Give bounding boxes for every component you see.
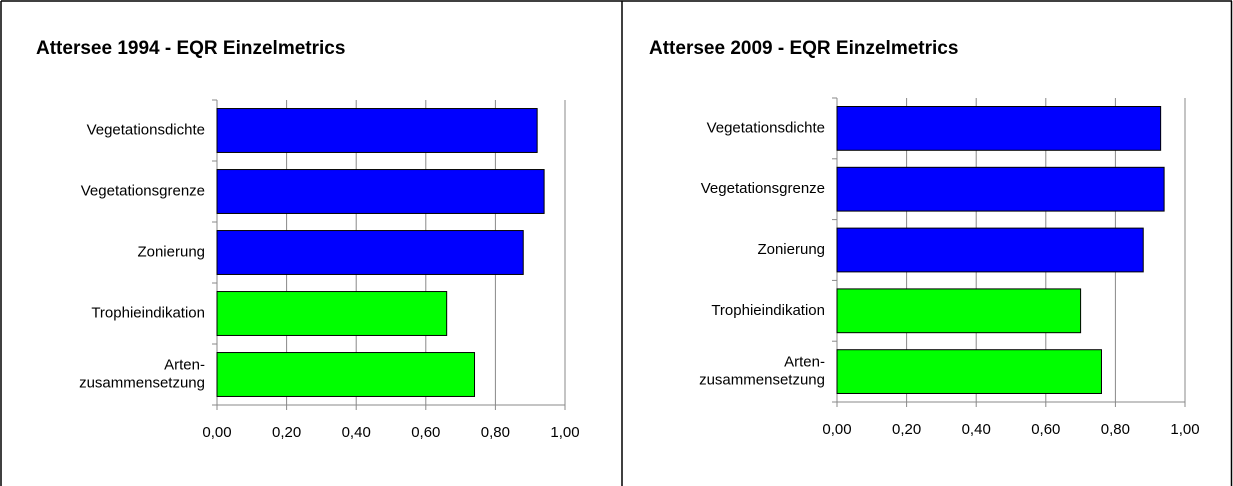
bar [216,169,545,214]
y-tick-label: Vegetationsgrenze [81,182,205,199]
x-tick-label: 0,00 [822,421,851,438]
x-tick-label: 0,40 [342,424,371,441]
x-tick-label: 0,00 [202,424,231,441]
y-tick-label: Zonierung [757,241,825,258]
x-tick-label: 1,00 [550,424,579,441]
y-tick-label: Trophieindikation [91,304,205,321]
y-tick-label: Trophieindikation [711,302,825,319]
x-tick-label: 0,40 [962,421,991,438]
y-tick-label: Arten-zusammensetzung [699,354,825,389]
bar [216,230,524,275]
y-tick-label: Vegetationsdichte [87,121,205,138]
chart-title: Attersee 2009 - EQR Einzelmetrics [649,38,958,59]
bar [836,349,1102,394]
bar [216,352,476,397]
x-tick-label: 0,60 [411,424,440,441]
bar [836,227,1144,273]
bar [836,166,1165,212]
x-tick-label: 0,20 [272,424,301,441]
y-tick-label: Vegetationsgrenze [701,180,825,197]
bar [836,106,1162,151]
x-tick-label: 0,80 [1101,421,1130,438]
bar [216,291,448,336]
y-tick-label: Zonierung [137,243,205,260]
y-tick-label: Vegetationsdichte [707,119,825,136]
y-tick-label: Arten-zusammensetzung [79,356,205,391]
x-tick-label: 0,80 [481,424,510,441]
x-tick-label: 0,20 [892,421,921,438]
bar [216,108,538,153]
chart-title: Attersee 1994 - EQR Einzelmetrics [36,38,345,59]
bar [836,288,1082,334]
x-tick-label: 1,00 [1170,421,1199,438]
x-tick-label: 0,60 [1031,421,1060,438]
